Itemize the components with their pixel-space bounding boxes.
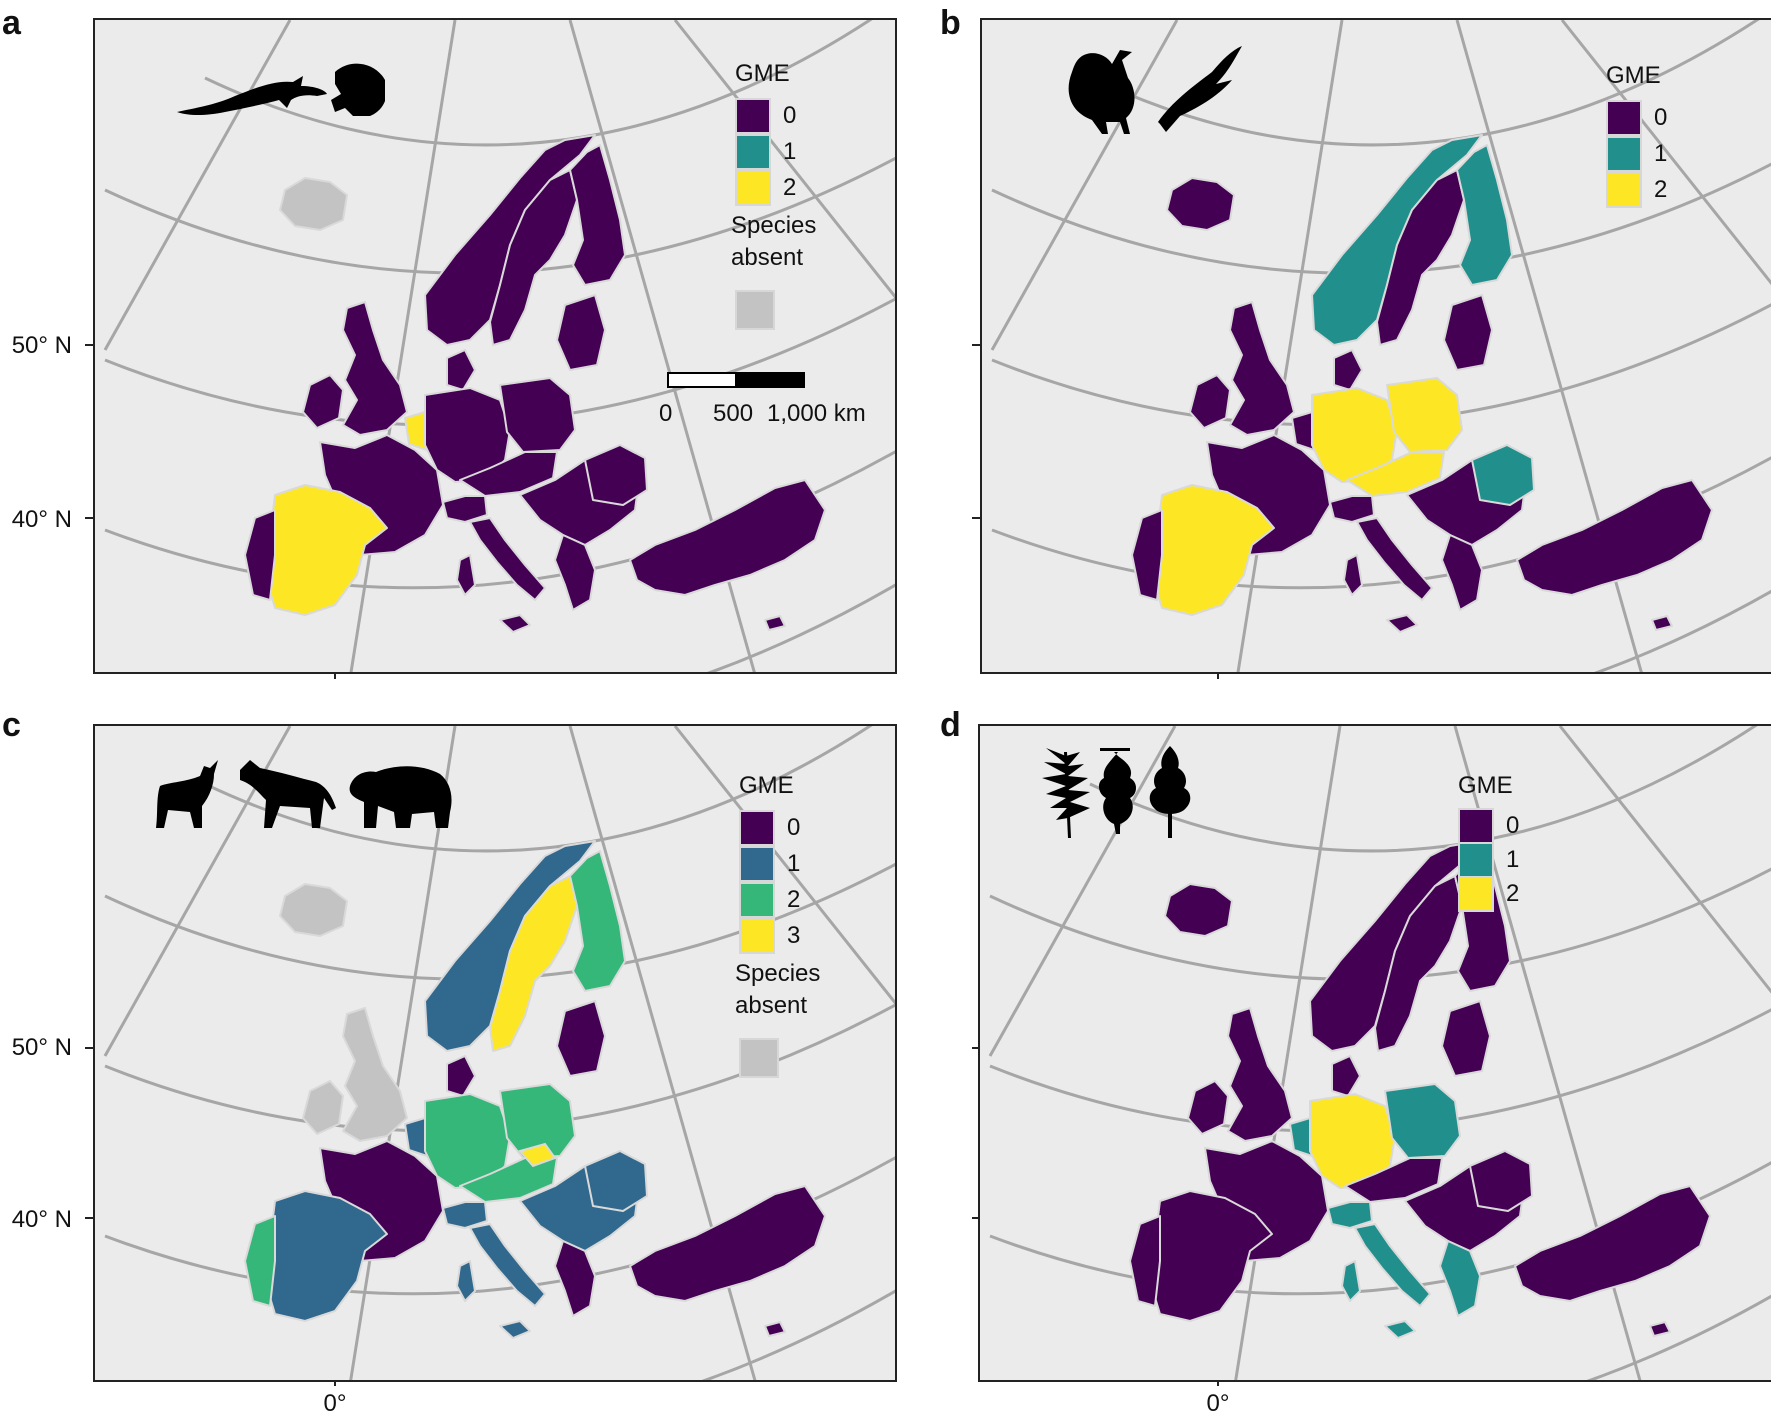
region-iceland — [280, 884, 347, 936]
large-carnivores-icons — [150, 756, 470, 836]
region-alps — [1328, 1202, 1372, 1228]
region-portugal — [1130, 1216, 1160, 1306]
region-romania — [1470, 1151, 1532, 1211]
oak-leaf-silhouette-icon — [1099, 748, 1136, 834]
lynx-silhouette-icon — [156, 760, 218, 828]
tree-silhouettes-icons — [1040, 742, 1210, 842]
region-denmark — [1332, 1056, 1360, 1096]
region-denmark — [1334, 350, 1362, 390]
pine-tree-silhouette-icon — [1150, 746, 1191, 838]
region-portugal — [245, 1216, 275, 1306]
region-denmark — [447, 1056, 475, 1096]
region-britain — [1228, 1008, 1292, 1141]
region-romania — [585, 1151, 647, 1211]
region-cyprus — [1650, 1322, 1670, 1336]
region-portugal — [245, 510, 275, 600]
region-italy — [1355, 1224, 1430, 1306]
map-panel-a: GME 0 1 2 Species absent 0 500 1,000 km — [93, 18, 897, 674]
region-poland — [1387, 378, 1462, 452]
fir-branch-silhouette-icon — [1042, 748, 1090, 838]
legend-title: GME — [735, 60, 790, 88]
region-romania — [1472, 445, 1534, 505]
region-sicily — [1387, 615, 1417, 632]
region-greece — [555, 535, 595, 610]
region-alps — [443, 1202, 487, 1228]
region-poland — [1385, 1084, 1460, 1158]
capercaillie-silhouette-icon — [1062, 42, 1242, 137]
region-sicily — [1385, 1321, 1415, 1338]
region-cyprus — [765, 616, 785, 630]
region-turkey — [630, 480, 825, 595]
region-britain — [343, 1008, 407, 1141]
region-alps — [1330, 496, 1374, 522]
region-greece — [1440, 1241, 1480, 1316]
region-baltics — [557, 1001, 605, 1076]
wolf-silhouette-icon — [240, 760, 336, 828]
region-finland — [1457, 145, 1512, 285]
region-britain — [343, 302, 407, 435]
region-cyprus — [1652, 616, 1672, 630]
map-panel-d: GME 0 1 2 — [978, 724, 1771, 1382]
legend-title: GME — [1458, 772, 1513, 800]
region-iceland — [1167, 178, 1234, 230]
region-sardinia — [1342, 1261, 1360, 1301]
region-romania — [585, 445, 647, 505]
region-baltics — [1442, 1001, 1490, 1076]
legend-absent-label: Species absent — [731, 210, 871, 274]
region-italy — [1357, 518, 1432, 600]
region-italy — [470, 518, 545, 600]
map-panel-c: GME 0 1 2 3 Species absent — [93, 724, 897, 1382]
newt-silhouette-icon — [175, 50, 385, 130]
region-finland — [570, 851, 625, 991]
region-sardinia — [1344, 555, 1362, 595]
region-iceland — [280, 178, 347, 230]
region-turkey — [630, 1186, 825, 1301]
region-italy — [470, 1224, 545, 1306]
legend-absent-swatch — [739, 1038, 779, 1078]
region-baltics — [1444, 295, 1492, 370]
region-greece — [555, 1241, 595, 1316]
region-turkey — [1517, 480, 1712, 595]
region-poland — [500, 378, 575, 452]
region-sicily — [500, 615, 530, 632]
legend-absent-swatch — [735, 290, 775, 330]
bear-silhouette-icon — [350, 766, 452, 828]
region-portugal — [1132, 510, 1162, 600]
map-panel-b: GME 0 1 2 — [980, 18, 1771, 674]
region-sardinia — [457, 555, 475, 595]
region-finland — [570, 145, 625, 285]
legend-absent-label: Species absent — [735, 958, 875, 1022]
region-alps — [443, 496, 487, 522]
region-turkey — [1515, 1186, 1710, 1301]
region-sicily — [500, 1321, 530, 1338]
legend-title: GME — [739, 772, 794, 800]
legend-title: GME — [1606, 62, 1661, 90]
region-cyprus — [765, 1322, 785, 1336]
region-sardinia — [457, 1261, 475, 1301]
region-greece — [1442, 535, 1482, 610]
region-baltics — [557, 295, 605, 370]
region-denmark — [447, 350, 475, 390]
region-britain — [1230, 302, 1294, 435]
region-iceland — [1165, 884, 1232, 936]
